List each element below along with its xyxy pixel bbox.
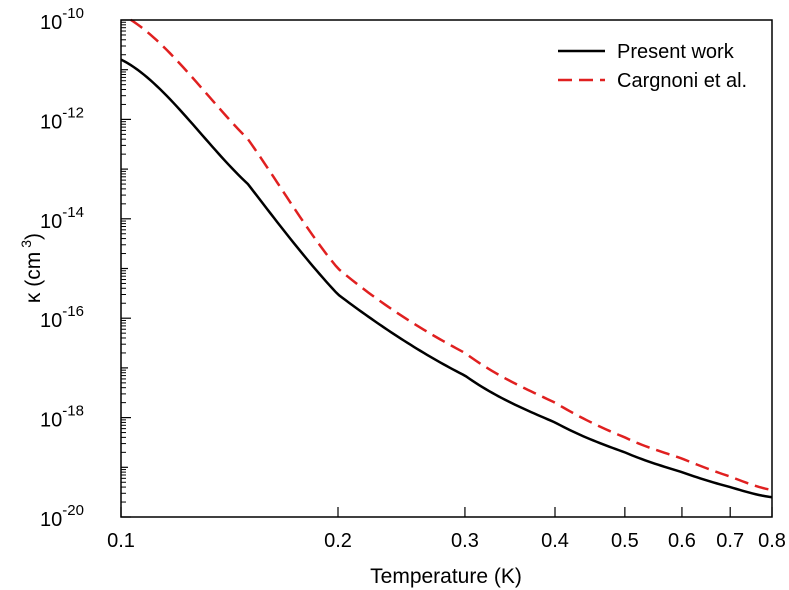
x-tick-labels: 0.1 0.2 0.3 0.4 0.5 0.6 0.7 0.8: [107, 530, 786, 552]
y-tick-label: 10-20: [40, 502, 84, 531]
y-axis-label: κ (cm 3): [18, 233, 45, 303]
legend-label-present-work: Present work: [617, 41, 735, 63]
legend-label-cargnoni: Cargnoni et al.: [617, 70, 747, 92]
axis-ticks: [120, 19, 773, 518]
series-line-present-work: [120, 58, 773, 499]
series-line-cargnoni: [130, 18, 773, 492]
y-axis-label-sup: 3: [18, 240, 34, 248]
y-axis-label-main: κ (cm: [22, 252, 45, 303]
legend: Present work Cargnoni et al.: [558, 41, 747, 92]
x-tick-label: 0.1: [107, 530, 135, 552]
x-tick-label: 0.3: [451, 530, 479, 552]
y-tick-label: 10-16: [40, 303, 84, 332]
x-axis-label: Temperature (K): [370, 565, 522, 588]
x-tick-label: 0.8: [758, 530, 786, 552]
x-tick-label: 0.5: [611, 530, 639, 552]
y-tick-label: 10-12: [40, 104, 84, 133]
y-tick-label: 10-10: [40, 5, 84, 34]
y-tick-labels: 10-20 10-18 10-16 10-14 10-12 10-10: [40, 5, 84, 531]
y-tick-label: 10-18: [40, 403, 84, 432]
x-tick-label: 0.6: [668, 530, 696, 552]
y-tick-label: 10-14: [40, 204, 84, 233]
series-layer: [120, 18, 773, 499]
x-tick-label: 0.2: [324, 530, 352, 552]
x-tick-label: 0.7: [716, 530, 744, 552]
plot-frame: [120, 19, 773, 518]
x-tick-label: 0.4: [541, 530, 569, 552]
y-axis-label-close: ): [22, 233, 45, 240]
